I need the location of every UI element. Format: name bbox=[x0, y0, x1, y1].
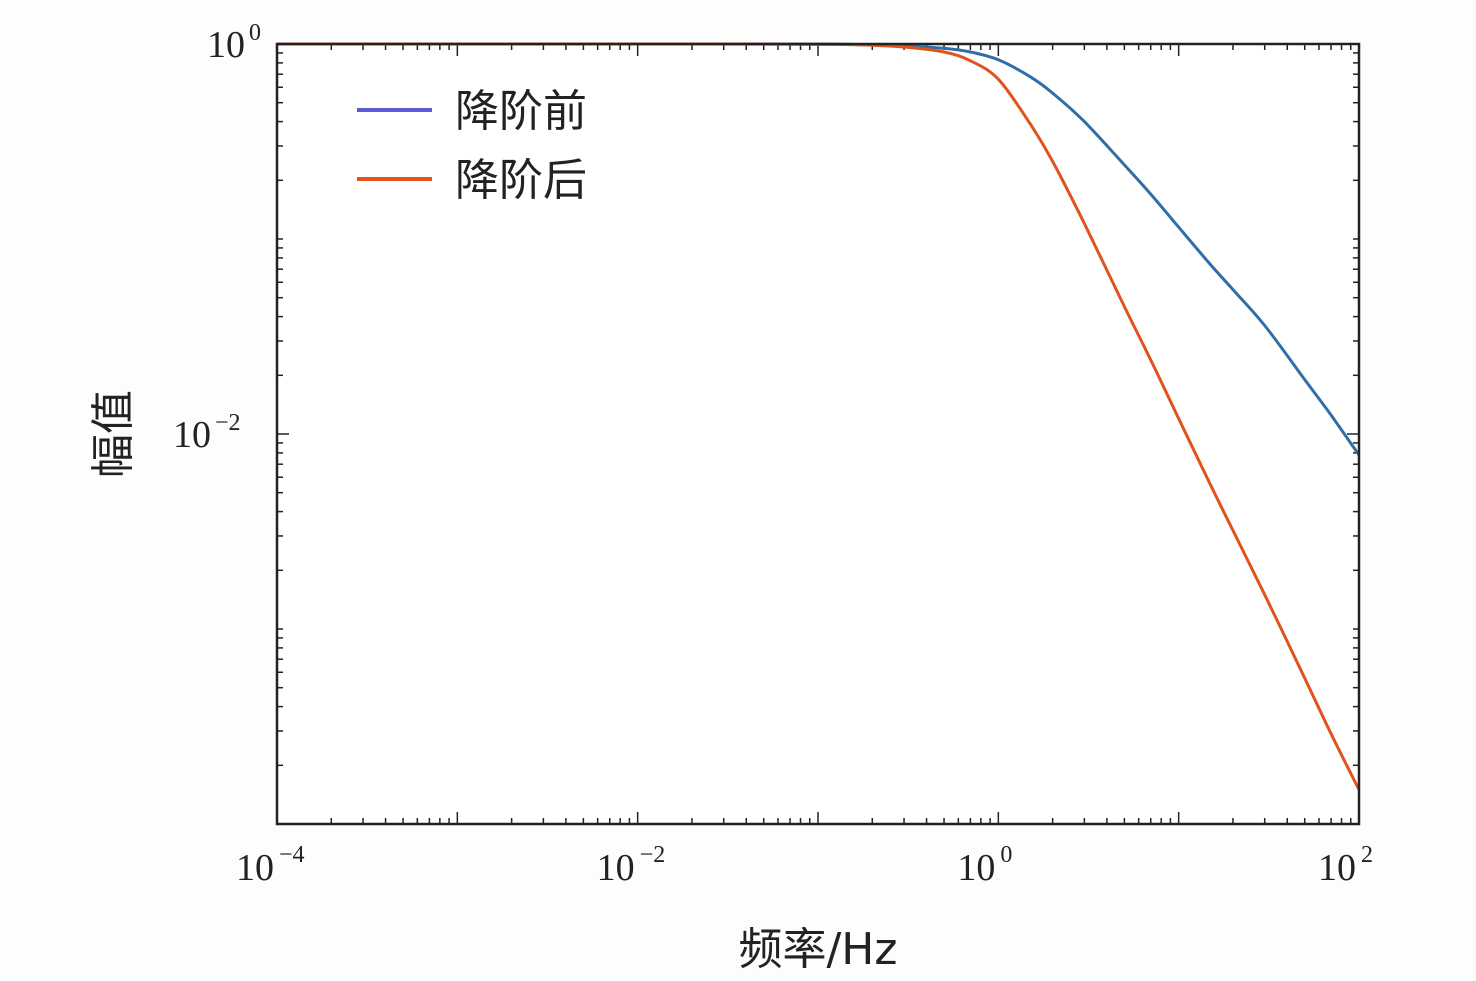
svg-text:−2: −2 bbox=[215, 410, 241, 436]
svg-text:10: 10 bbox=[957, 847, 995, 889]
svg-text:−4: −4 bbox=[279, 842, 305, 868]
legend-label-after: 降阶后 bbox=[455, 155, 587, 206]
y-tick-label: 10 −2 bbox=[173, 410, 241, 456]
x-tick-label: 10 −2 bbox=[597, 842, 666, 889]
plot-frame bbox=[275, 42, 1361, 826]
svg-text:10: 10 bbox=[1318, 847, 1356, 889]
svg-text:10: 10 bbox=[173, 414, 211, 456]
legend-label-before: 降阶前 bbox=[455, 86, 587, 137]
svg-text:0: 0 bbox=[1000, 842, 1012, 868]
x-tick-label: 10 2 bbox=[1318, 842, 1373, 889]
x-tick-label: 10 −4 bbox=[236, 842, 305, 889]
x-axis-title: 频率/Hz bbox=[738, 924, 897, 975]
svg-text:10: 10 bbox=[597, 847, 635, 889]
svg-text:−2: −2 bbox=[640, 842, 666, 868]
x-tick-label: 10 0 bbox=[957, 842, 1012, 889]
svg-text:10: 10 bbox=[207, 24, 245, 66]
svg-text:10: 10 bbox=[236, 847, 274, 889]
legend: 降阶前 降阶后 bbox=[357, 86, 587, 206]
svg-text:2: 2 bbox=[1361, 842, 1373, 868]
y-axis-title: 幅值 bbox=[88, 390, 139, 478]
svg-text:0: 0 bbox=[249, 20, 261, 46]
y-tick-label: 10 0 bbox=[207, 20, 261, 66]
plot-area bbox=[277, 44, 1359, 824]
